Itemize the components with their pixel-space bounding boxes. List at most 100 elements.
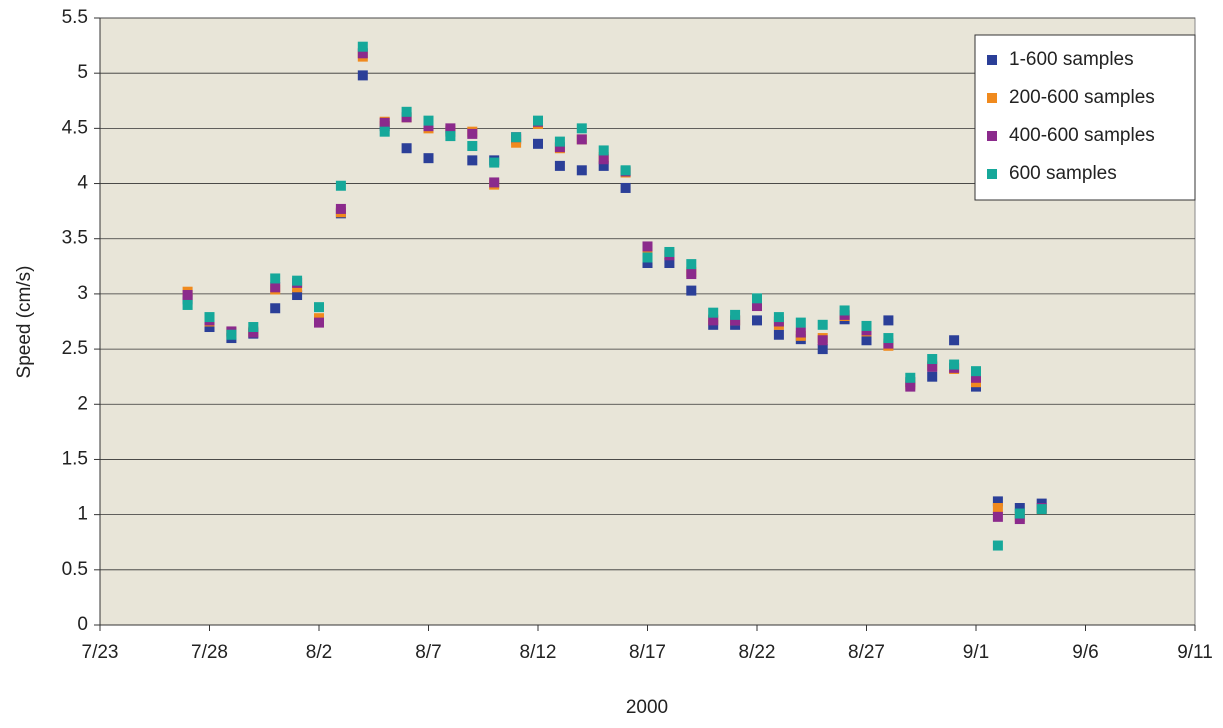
point — [379, 117, 390, 128]
point — [664, 246, 675, 257]
point — [270, 282, 281, 293]
legend-label: 1-600 samples — [1009, 49, 1134, 70]
point — [533, 115, 543, 126]
point — [752, 301, 762, 312]
point — [1014, 503, 1025, 514]
x-axis-label: 2000 — [626, 697, 668, 718]
point — [708, 315, 719, 326]
point — [357, 41, 368, 52]
point — [445, 123, 456, 134]
x-tick-label: 8/2 — [306, 642, 332, 663]
point — [576, 123, 587, 134]
point — [423, 121, 434, 132]
point — [817, 335, 828, 346]
y-tick-label: 5.5 — [62, 7, 88, 28]
point — [314, 302, 324, 313]
x-tick-label: 7/28 — [191, 642, 228, 663]
point — [752, 293, 762, 304]
point — [511, 132, 522, 143]
point — [598, 145, 609, 156]
point — [686, 269, 697, 280]
x-tick-label: 8/22 — [739, 642, 776, 663]
point — [927, 361, 938, 372]
point — [467, 155, 478, 166]
point — [314, 317, 324, 328]
point — [467, 128, 478, 139]
point — [335, 203, 346, 214]
x-tick-label: 9/11 — [1177, 642, 1213, 663]
point — [905, 381, 916, 392]
point — [664, 258, 675, 269]
point — [883, 338, 894, 349]
point — [927, 354, 938, 365]
x-tick-label: 8/7 — [415, 642, 441, 663]
x-tick-label: 8/12 — [520, 642, 557, 663]
point — [883, 315, 894, 326]
point — [752, 315, 762, 326]
point — [1036, 504, 1047, 515]
point — [927, 371, 938, 382]
point — [401, 106, 412, 117]
legend-box — [974, 34, 1196, 201]
point — [401, 143, 412, 154]
legend-marker — [987, 169, 997, 179]
y-tick-label: 0 — [77, 614, 88, 635]
point — [182, 299, 193, 310]
point — [861, 320, 872, 331]
y-tick-label: 0.5 — [62, 559, 88, 580]
point — [445, 131, 456, 142]
legend-label: 200-600 samples — [1009, 87, 1155, 108]
legend-label: 600 samples — [1009, 163, 1117, 184]
point — [270, 273, 281, 284]
point — [642, 252, 653, 263]
point — [817, 319, 828, 330]
point — [554, 160, 565, 171]
legend-label: 400-600 samples — [1009, 125, 1155, 146]
y-tick-label: 1.5 — [62, 448, 88, 469]
point — [226, 329, 237, 340]
x-tick-label: 9/1 — [963, 642, 989, 663]
point — [335, 180, 346, 191]
point — [971, 372, 981, 383]
point — [949, 335, 960, 346]
point — [708, 307, 719, 318]
point — [730, 315, 741, 326]
point — [839, 305, 850, 316]
point — [357, 48, 368, 59]
x-tick-label: 8/27 — [848, 642, 885, 663]
x-tick-label: 9/6 — [1072, 642, 1098, 663]
point — [773, 329, 784, 340]
point — [576, 165, 587, 176]
point — [642, 258, 653, 269]
point — [795, 327, 806, 338]
point — [992, 496, 1003, 507]
point — [554, 136, 565, 147]
y-tick-label: 3 — [77, 283, 88, 304]
point — [182, 290, 193, 301]
x-tick-label: 8/17 — [629, 642, 666, 663]
point — [971, 366, 981, 377]
point — [795, 317, 806, 328]
point — [204, 322, 215, 333]
point — [379, 126, 390, 137]
point — [620, 182, 631, 193]
y-tick-label: 1 — [77, 504, 88, 525]
y-tick-label: 5 — [77, 62, 88, 83]
point — [533, 138, 543, 149]
point — [949, 359, 960, 370]
point — [992, 540, 1003, 551]
y-axis-label: Speed (cm/s) — [14, 266, 35, 379]
y-tick-label: 2.5 — [62, 338, 88, 359]
point — [598, 160, 609, 171]
x-tick-label: 7/23 — [82, 642, 119, 663]
legend-marker — [987, 93, 997, 103]
point — [554, 142, 565, 153]
y-tick-label: 3.5 — [62, 228, 88, 249]
point — [992, 511, 1003, 522]
legend-marker — [987, 131, 997, 141]
point — [357, 70, 368, 81]
point — [248, 322, 259, 333]
point — [642, 241, 653, 252]
point — [686, 285, 697, 296]
y-tick-label: 2 — [77, 393, 88, 414]
